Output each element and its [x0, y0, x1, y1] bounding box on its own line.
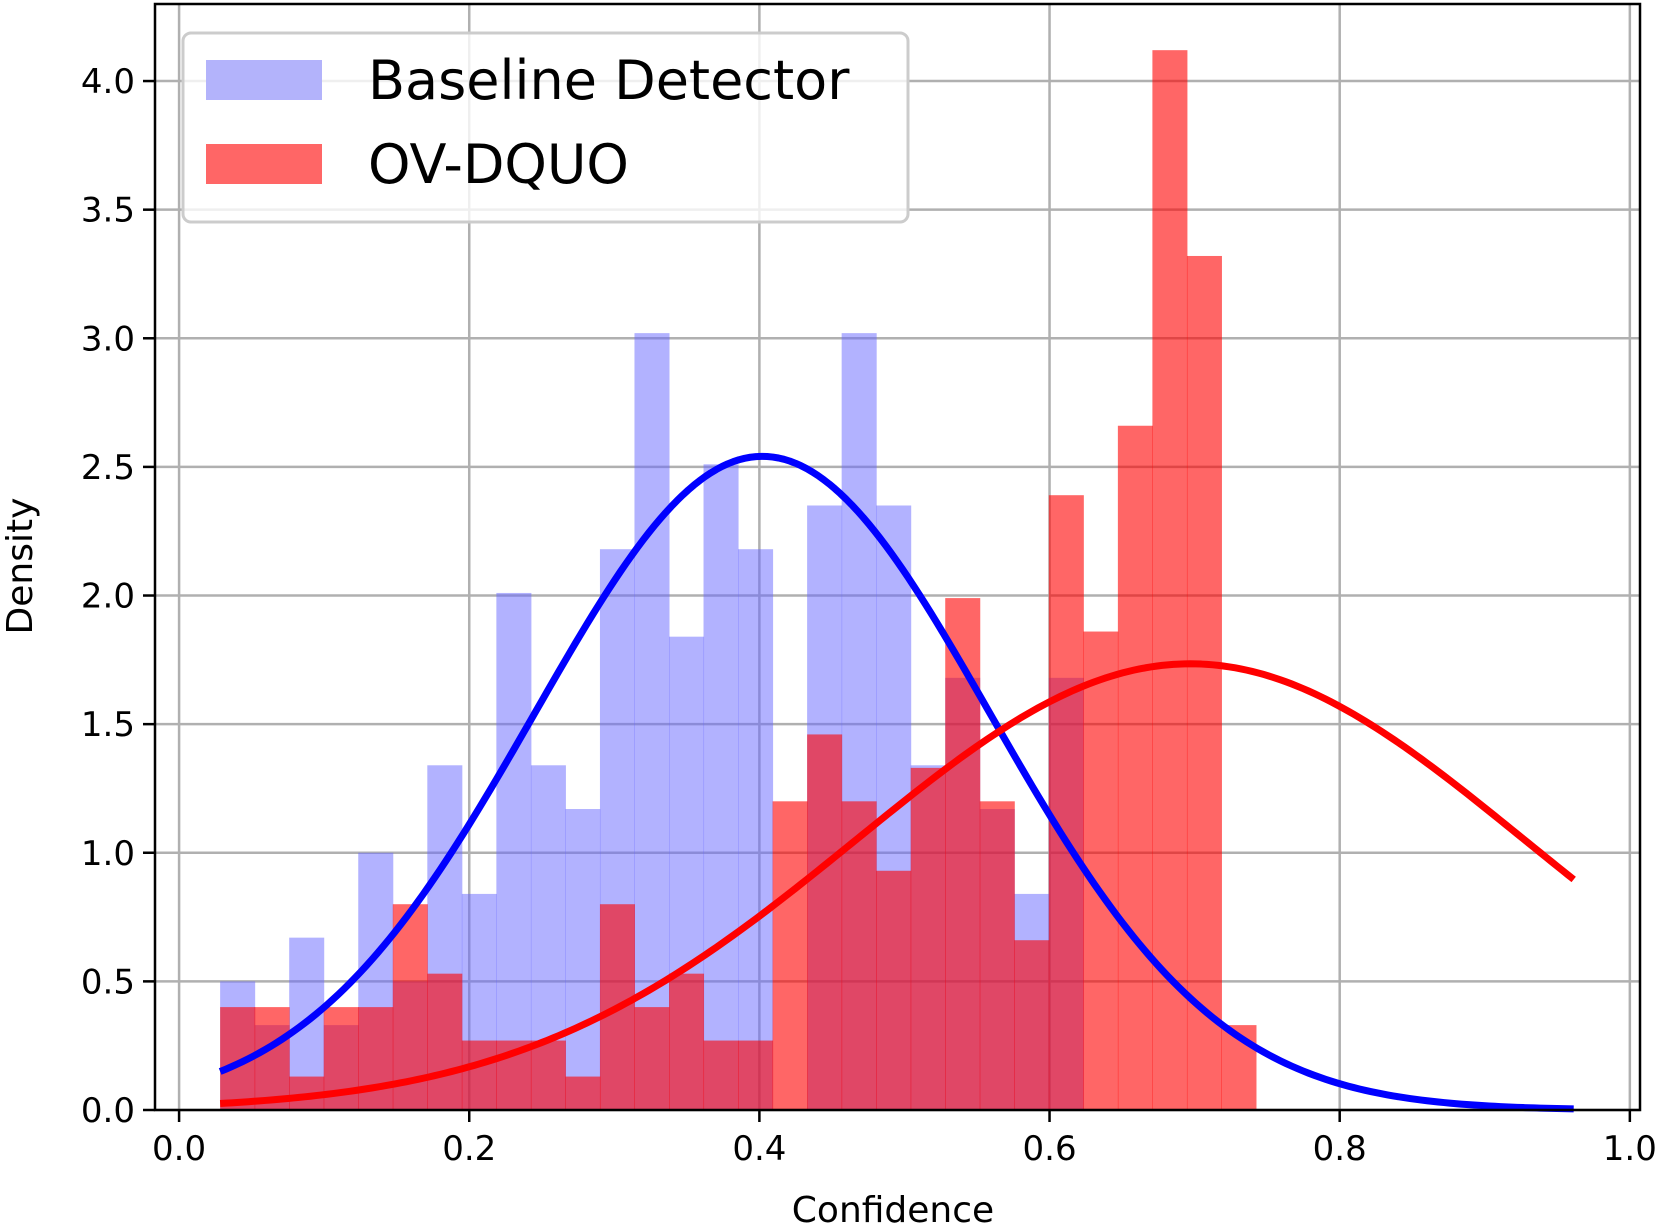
- ovdquo-bar: [807, 734, 843, 1110]
- x-tick-label: 1.0: [1603, 1129, 1657, 1169]
- x-tick-label: 0.0: [152, 1129, 206, 1169]
- y-tick-label: 2.0: [81, 577, 135, 617]
- ovdquo-bar: [772, 801, 808, 1110]
- legend-swatch-baseline: [206, 60, 322, 100]
- y-tick-label: 0.5: [81, 962, 135, 1002]
- y-tick-label: 1.5: [81, 705, 135, 745]
- y-tick-label: 4.0: [81, 62, 135, 102]
- legend-swatch-ovdquo: [206, 144, 322, 184]
- ovdquo-bar: [738, 1040, 774, 1110]
- ovdquo-bar: [979, 801, 1015, 1110]
- legend: Baseline Detector OV-DQUO: [181, 31, 910, 224]
- ovdquo-bars: [220, 50, 1257, 1111]
- baseline-bar: [496, 592, 532, 1110]
- legend-label-ovdquo: OV-DQUO: [368, 133, 629, 196]
- density-curves: [218, 452, 1576, 1113]
- x-axis-label: Confidence: [792, 1190, 994, 1231]
- x-axis-ticks: 0.0 0.2 0.4 0.6 0.8 1.0: [152, 1110, 1657, 1169]
- ovdquo-bar: [876, 870, 912, 1110]
- x-tick-label: 0.4: [732, 1129, 786, 1169]
- baseline-density-curve: [218, 452, 1574, 1113]
- ovdquo-bar: [841, 801, 877, 1110]
- y-tick-label: 2.5: [81, 448, 135, 488]
- ovdquo-density-curve: [219, 660, 1576, 1107]
- legend-box: [181, 31, 910, 224]
- y-tick-label: 3.5: [81, 191, 135, 231]
- y-axis-ticks: 0.0 0.5 1.0 1.5 2.0 2.5 3.0 3.5 4.0: [81, 62, 155, 1131]
- ovdquo-bar: [530, 1040, 566, 1110]
- baseline-bar: [738, 549, 774, 1110]
- baseline-bar: [565, 809, 601, 1110]
- ovdquo-bar: [1117, 425, 1153, 1111]
- ovdquo-bar: [427, 973, 463, 1110]
- ovdquo-bar: [669, 973, 705, 1110]
- axes-frame: [153, 2, 1642, 1112]
- y-tick-label: 1.0: [81, 834, 135, 874]
- y-tick-label: 3.0: [81, 319, 135, 359]
- ovdquo-bar: [1048, 495, 1084, 1111]
- x-tick-label: 0.8: [1313, 1129, 1367, 1169]
- ovdquo-bar: [1014, 940, 1050, 1110]
- ovdquo-bar: [1186, 255, 1222, 1110]
- ovdquo-bar: [910, 767, 946, 1110]
- y-tick-label: 0.0: [81, 1091, 135, 1131]
- ovdquo-bar: [565, 1076, 601, 1110]
- ovdquo-bar: [1152, 50, 1188, 1110]
- y-axis-label: Density: [0, 498, 41, 635]
- baseline-bar: [703, 464, 739, 1110]
- x-tick-label: 0.6: [1023, 1129, 1077, 1169]
- plot-frame: [153, 2, 1642, 1112]
- ovdquo-bar: [254, 1007, 290, 1110]
- ovdquo-bar: [358, 1007, 394, 1110]
- legend-label-baseline: Baseline Detector: [368, 49, 850, 112]
- x-tick-label: 0.2: [442, 1129, 496, 1169]
- ovdquo-bar: [703, 1040, 739, 1110]
- ovdquo-bar: [461, 1040, 497, 1110]
- ovdquo-bar: [945, 598, 981, 1110]
- ovdquo-bar: [634, 1007, 670, 1110]
